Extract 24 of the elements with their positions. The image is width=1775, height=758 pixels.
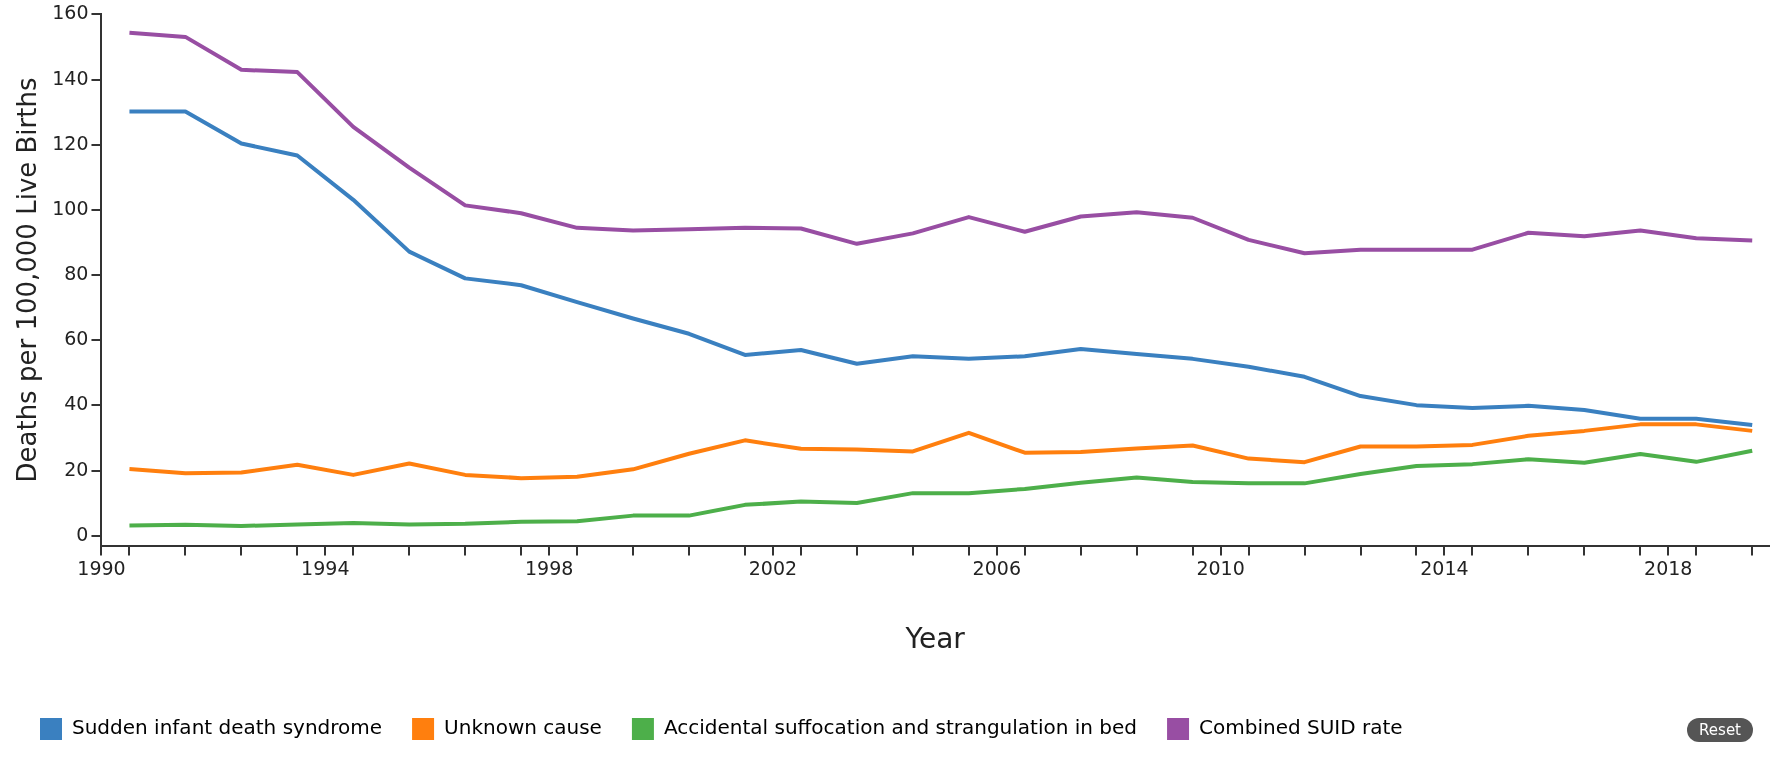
y-tick-label: 20: [64, 457, 89, 480]
x-tick-label: 1990: [77, 556, 126, 579]
x-tick-label: 2014: [1420, 556, 1469, 579]
x-tick-label: 1994: [301, 556, 350, 579]
x-tick-label: 1998: [524, 556, 574, 579]
x-tick-label: 2006: [972, 556, 1021, 579]
y-tick-label: 120: [52, 131, 89, 154]
legend-label: Combined SUID rate: [1199, 715, 1403, 740]
legend-label: Unknown cause: [444, 715, 602, 740]
y-tick-label: 0: [76, 522, 89, 545]
x-tick-label: 2002: [748, 556, 798, 579]
legend-label: Sudden infant death syndrome: [72, 715, 383, 740]
y-tick-label: 140: [52, 66, 89, 89]
legend-label: Accidental suffocation and strangulation in bed: [663, 715, 1138, 740]
x-tick-label: 2010: [1196, 556, 1245, 579]
y-axis-title: Deaths per 100,000 Live Births: [12, 77, 43, 483]
x-axis-title: Year: [904, 622, 966, 656]
y-tick-label: 100: [52, 196, 89, 219]
y-tick-label: 160: [52, 1, 89, 24]
y-tick-label: 40: [64, 392, 89, 415]
reset-button: Reset: [1687, 718, 1753, 742]
y-tick-label: 80: [64, 262, 89, 285]
x-tick-label: 2018: [1644, 556, 1693, 579]
y-tick-label: 60: [64, 327, 89, 350]
